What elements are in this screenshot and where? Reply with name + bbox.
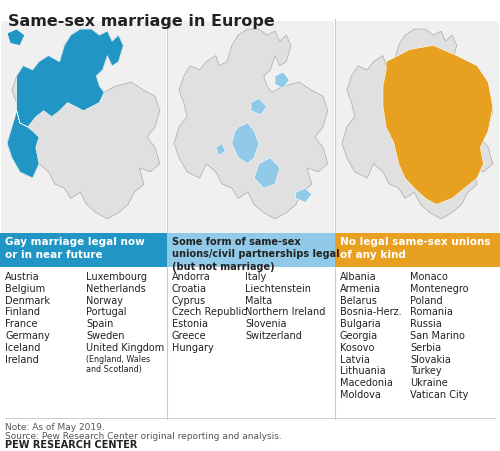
- Text: San Marino: San Marino: [410, 330, 465, 340]
- Text: France: France: [5, 318, 38, 328]
- Text: Poland: Poland: [410, 295, 442, 305]
- Text: Russia: Russia: [410, 318, 442, 328]
- Text: Liechtenstein: Liechtenstein: [245, 283, 311, 293]
- Text: Greece: Greece: [172, 330, 206, 340]
- Polygon shape: [7, 30, 123, 179]
- Text: Norway: Norway: [86, 295, 123, 305]
- Text: Ireland: Ireland: [5, 354, 39, 364]
- Bar: [167, 234, 335, 267]
- Text: Armenia: Armenia: [340, 283, 381, 293]
- Text: Ukraine: Ukraine: [410, 377, 448, 387]
- Text: Albania: Albania: [340, 272, 376, 281]
- Text: Source: Pew Research Center original reporting and analysis.: Source: Pew Research Center original rep…: [5, 431, 282, 440]
- Text: Denmark: Denmark: [5, 295, 50, 305]
- Text: Kosovo: Kosovo: [340, 342, 374, 352]
- Text: Turkey: Turkey: [410, 366, 442, 376]
- Text: Note: As of May 2019.: Note: As of May 2019.: [5, 422, 105, 431]
- Text: Belgium: Belgium: [5, 283, 45, 293]
- Polygon shape: [296, 189, 312, 203]
- Text: Northern Ireland: Northern Ireland: [245, 307, 326, 317]
- Bar: [1, 22, 166, 234]
- Text: Bosnia-Herz.: Bosnia-Herz.: [340, 307, 402, 317]
- Text: Gay marriage legal now
or in near future: Gay marriage legal now or in near future: [5, 236, 145, 259]
- Text: Lithuania: Lithuania: [340, 366, 386, 376]
- Text: Slovenia: Slovenia: [245, 318, 286, 328]
- Polygon shape: [174, 30, 328, 219]
- Text: Monaco: Monaco: [410, 272, 448, 281]
- Bar: [335, 234, 500, 267]
- Text: Malta: Malta: [245, 295, 272, 305]
- Text: Austria: Austria: [5, 272, 40, 281]
- Text: Andorra: Andorra: [172, 272, 211, 281]
- Text: Germany: Germany: [5, 330, 50, 340]
- Polygon shape: [7, 30, 24, 46]
- Text: Latvia: Latvia: [340, 354, 370, 364]
- Text: Vatican City: Vatican City: [410, 389, 469, 399]
- Polygon shape: [232, 124, 259, 164]
- Text: Slovakia: Slovakia: [410, 354, 451, 364]
- Text: Cyprus: Cyprus: [172, 295, 206, 305]
- Text: Italy: Italy: [245, 272, 266, 281]
- Bar: [168, 22, 334, 234]
- Text: Iceland: Iceland: [5, 342, 41, 352]
- Text: No legal same-sex unions
of any kind: No legal same-sex unions of any kind: [340, 236, 490, 259]
- Polygon shape: [216, 144, 226, 156]
- Text: Same-sex marriage in Europe: Same-sex marriage in Europe: [8, 14, 275, 29]
- Polygon shape: [275, 73, 289, 89]
- Text: Switzerland: Switzerland: [245, 330, 302, 340]
- Text: Finland: Finland: [5, 307, 40, 317]
- Text: Georgia: Georgia: [340, 330, 378, 340]
- Text: United Kingdom: United Kingdom: [86, 342, 164, 352]
- Text: Luxembourg: Luxembourg: [86, 272, 147, 281]
- Text: Netherlands: Netherlands: [86, 283, 146, 293]
- Bar: [336, 22, 499, 234]
- Polygon shape: [342, 30, 493, 219]
- Text: Montenegro: Montenegro: [410, 283, 469, 293]
- Polygon shape: [7, 30, 160, 219]
- Polygon shape: [383, 46, 493, 205]
- Text: PEW RESEARCH CENTER: PEW RESEARCH CENTER: [5, 439, 138, 449]
- Polygon shape: [254, 158, 280, 189]
- Text: Serbia: Serbia: [410, 342, 441, 352]
- Text: Hungary: Hungary: [172, 342, 214, 352]
- Text: Bulgaria: Bulgaria: [340, 318, 380, 328]
- Polygon shape: [251, 99, 267, 115]
- Text: Romania: Romania: [410, 307, 453, 317]
- Bar: [0, 234, 167, 267]
- Text: Czech Republic: Czech Republic: [172, 307, 246, 317]
- Text: Spain: Spain: [86, 318, 114, 328]
- Text: Portugal: Portugal: [86, 307, 126, 317]
- Text: Sweden: Sweden: [86, 330, 124, 340]
- Text: (England, Wales
and Scotland): (England, Wales and Scotland): [86, 354, 150, 373]
- Text: Estonia: Estonia: [172, 318, 208, 328]
- Text: Belarus: Belarus: [340, 295, 377, 305]
- Text: Croatia: Croatia: [172, 283, 207, 293]
- Text: Macedonia: Macedonia: [340, 377, 393, 387]
- Text: Some form of same-sex
unions/civil partnerships legal
(but not marriage): Some form of same-sex unions/civil partn…: [172, 236, 340, 271]
- Text: Moldova: Moldova: [340, 389, 381, 399]
